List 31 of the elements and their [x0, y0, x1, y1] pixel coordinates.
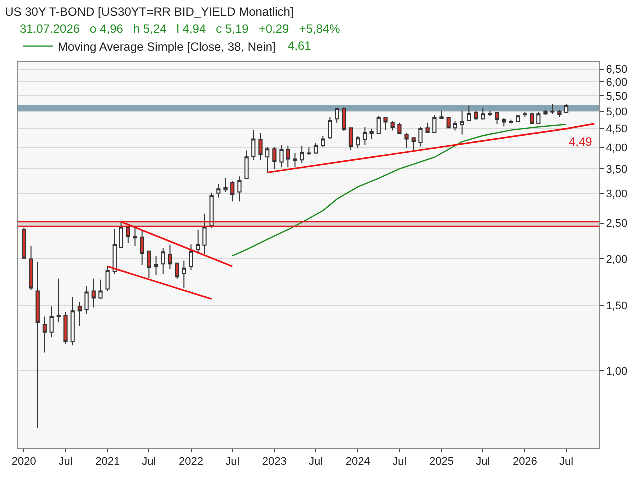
x-tick-label: 2025 [430, 456, 454, 468]
y-tick-label: 5,50 [606, 91, 628, 104]
y-tick-label: 3,00 [606, 188, 628, 201]
y-tick-label: 3,50 [606, 164, 628, 176]
x-tick-label: Jul [142, 456, 156, 468]
y-tick-label: 2,50 [606, 218, 628, 230]
x-tick-label: Jul [309, 456, 324, 468]
y-tick-label: 1,00 [606, 366, 628, 378]
x-tick-label: 2022 [179, 456, 204, 468]
x-tick-label: Jul [392, 456, 407, 468]
x-tick-label: Jul [58, 456, 73, 468]
x-tick-label: Jul [226, 456, 240, 468]
annotation: 4,49 [569, 135, 593, 149]
x-tick-label: 2024 [346, 456, 370, 468]
x-tick-label: Jul [560, 456, 574, 468]
x-tick-label: 2023 [262, 456, 287, 468]
y-tick-label: 6,00 [606, 77, 628, 90]
x-tick-label: Jul [476, 456, 490, 468]
y-tick-label: 4,00 [606, 142, 628, 154]
y-tick-label: 1,50 [606, 300, 628, 312]
x-tick-label: 2021 [96, 456, 120, 468]
y-tick-label: 6,50 [606, 64, 628, 76]
chart-title: US 30Y T-BOND [US30YT=RR BID_YIELD Monatlich] [5, 5, 294, 20]
text: 4,61 [288, 39, 312, 53]
y-tick-label: 4,50 [606, 123, 628, 136]
chart-subtitle: 31.07.2026 o 4,96 h 5,24 l 4,94 c 5,19 +0,29 +5,84% [20, 22, 341, 36]
y-tick-label: 2,00 [606, 254, 628, 266]
x-tick-label: 2020 [12, 456, 36, 468]
y-tick-label: 5,00 [606, 106, 628, 118]
legend-label: Moving Average Simple [Close, 38, Nein] [58, 40, 276, 54]
x-tick-label: 2026 [512, 456, 538, 468]
